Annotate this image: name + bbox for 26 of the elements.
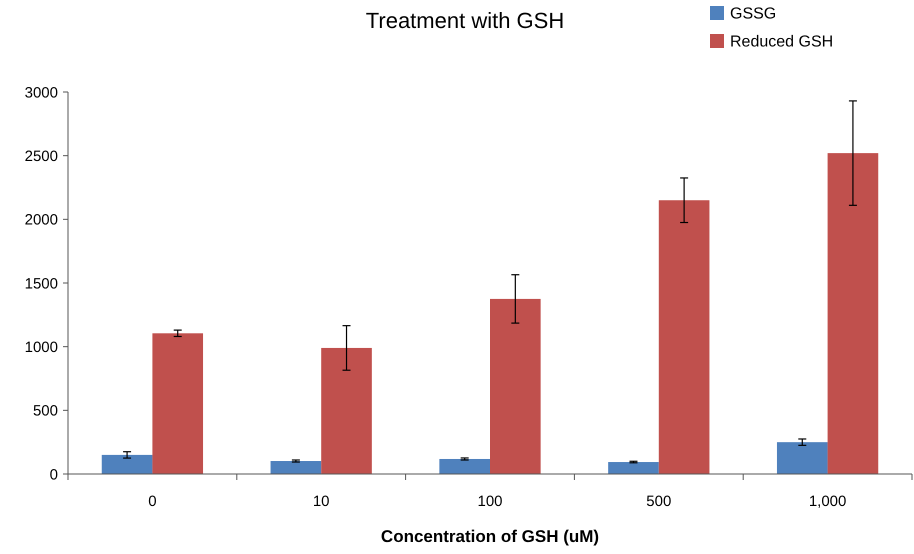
- x-tick-label: 500: [646, 493, 672, 510]
- chart-title: Treatment with GSH: [366, 8, 564, 33]
- legend-label: GSSG: [730, 6, 776, 23]
- bar: [490, 298, 541, 474]
- bar: [828, 153, 878, 474]
- x-axis-title: Concentration of GSH (uM): [380, 527, 600, 546]
- y-tick-label: 500: [32, 402, 58, 420]
- bar: [321, 348, 372, 474]
- bar: [658, 200, 710, 474]
- x-tick-label: 10: [312, 493, 330, 510]
- x-tick-label: 0: [148, 493, 157, 510]
- y-tick-label: 3000: [24, 84, 58, 102]
- y-tick-label: 1000: [24, 338, 58, 356]
- y-tick-label: 2500: [24, 148, 58, 165]
- legend-label: Reduced GSH: [730, 34, 834, 51]
- y-tick-label: 2000: [24, 212, 58, 229]
- y-tick-label: 1500: [24, 275, 58, 292]
- bar: [608, 462, 659, 474]
- bar: [776, 442, 828, 474]
- bar: [152, 333, 204, 474]
- bar: [439, 458, 490, 474]
- y-tick-label: 0: [50, 466, 58, 484]
- x-tick-label: 1,000: [808, 493, 846, 510]
- bar: [270, 461, 322, 474]
- x-tick-label: 100: [477, 493, 503, 510]
- bar: [102, 454, 152, 474]
